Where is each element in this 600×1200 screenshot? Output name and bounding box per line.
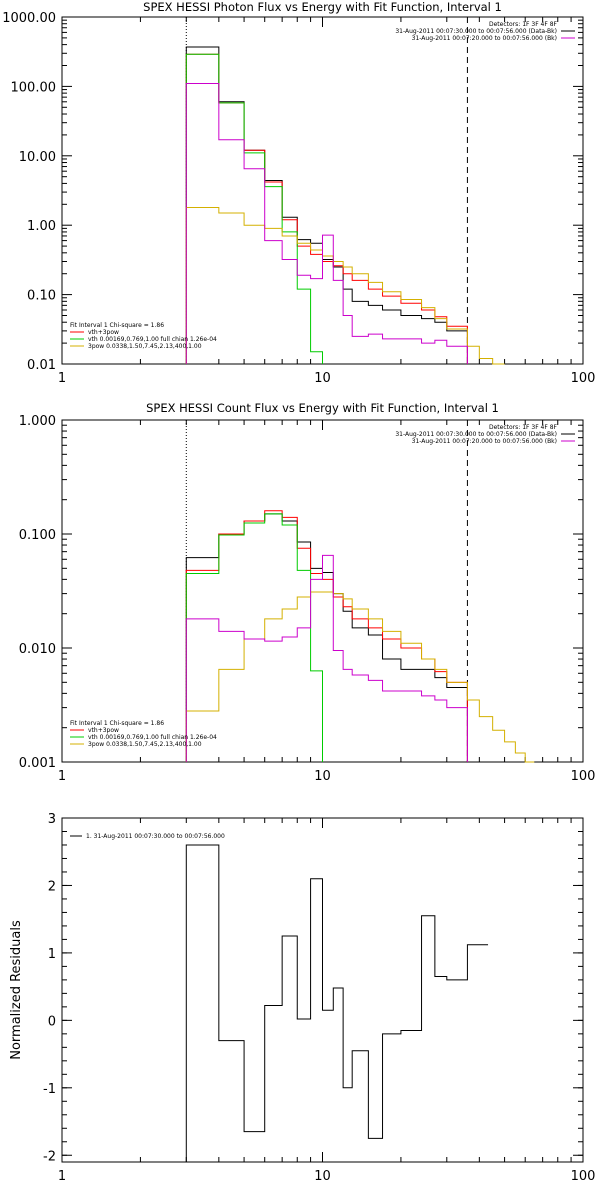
y-tick-label: 10.00 bbox=[19, 150, 56, 165]
legend-bottomleft-entry: vth 0.00169,0.769,1.00 full chian 1.26e-… bbox=[88, 336, 217, 343]
x-tick-label: 100 bbox=[571, 769, 596, 784]
y-tick-label: 100.00 bbox=[11, 80, 57, 95]
y-tick-label: 2 bbox=[48, 879, 56, 894]
chart-title: SPEX HESSI Photon Flux vs Energy with Fi… bbox=[143, 0, 502, 14]
series-1-histogram bbox=[185, 510, 468, 762]
x-tick-label: 100 bbox=[571, 1169, 596, 1184]
y-tick-label: 0.10 bbox=[27, 289, 56, 304]
y-tick-label: 1000.00 bbox=[2, 11, 56, 26]
y-tick-label: 0.01 bbox=[27, 358, 56, 373]
y-tick-label: 1 bbox=[48, 947, 56, 962]
x-tick-label: 1 bbox=[58, 1169, 66, 1184]
y-tick-label: 0.010 bbox=[19, 642, 56, 657]
legend-bottomleft-entry: vth+3pow bbox=[88, 329, 119, 336]
series-2-histogram bbox=[185, 53, 323, 364]
legend-topright-entry: 31-Aug-2011 00:07:20.000 to 00:07:56.000… bbox=[412, 438, 557, 445]
legend-bottomleft-entry: Fit Interval 1 Chi-square = 1.86 bbox=[70, 720, 164, 727]
y-tick-label: 1.00 bbox=[27, 219, 56, 234]
x-tick-label: 10 bbox=[314, 769, 331, 784]
legend-topright-entry: Detectors: 1F 3F 4F 8F bbox=[489, 21, 558, 28]
legend-topright-entry: 31-Aug-2011 00:07:20.000 to 00:07:56.000… bbox=[412, 35, 557, 42]
x-tick-label: 10 bbox=[314, 371, 331, 386]
x-tick-label: 100 bbox=[571, 371, 596, 386]
count-flux-panel: SPEX HESSI Count Flux vs Energy with Fit… bbox=[19, 401, 596, 784]
photon-flux-panel: SPEX HESSI Photon Flux vs Energy with Fi… bbox=[2, 0, 595, 386]
y-tick-label: 0 bbox=[48, 1014, 56, 1029]
y-tick-label: 0.100 bbox=[19, 528, 56, 543]
legend-bottomleft-entry: vth 0.00169,0.769,1.00 full chian 1.26e-… bbox=[88, 734, 217, 741]
y-tick-label: -2 bbox=[43, 1149, 56, 1164]
series-2-histogram bbox=[185, 513, 323, 762]
chart-title: SPEX HESSI Count Flux vs Energy with Fit… bbox=[146, 401, 499, 415]
y-tick-label: 1.000 bbox=[19, 414, 56, 429]
y-tick-label: 3 bbox=[48, 812, 56, 827]
legend-bottomleft-entry: Fit Interval 1 Chi-square = 1.86 bbox=[70, 322, 164, 329]
plot-frame bbox=[61, 16, 584, 365]
legend-bottomleft-entry: 3pow 0.0338,1.50,7.45,2.13,400,1.00 bbox=[88, 741, 202, 748]
legend-bottomleft-entry: vth+3pow bbox=[88, 727, 119, 734]
legend-topright-entry: 31-Aug-2011 00:07:30.000 to 00:07:56.000… bbox=[395, 431, 557, 438]
residuals-panel: Normalized Residuals 1 10 100 -2 -1 0 1 2 3 1. 31-… bbox=[9, 812, 595, 1184]
legend-topright-entry: Detectors: 1F 3F 4F 8F bbox=[489, 424, 558, 431]
y-tick-label: 0.001 bbox=[19, 756, 56, 771]
series-3-histogram bbox=[185, 206, 505, 365]
y-tick-label: -1 bbox=[43, 1082, 56, 1097]
legend-bottomleft-entry: 3pow 0.0338,1.50,7.45,2.13,400,1.00 bbox=[88, 343, 202, 350]
series-3-histogram bbox=[185, 591, 535, 763]
x-tick-label: 1 bbox=[58, 769, 66, 784]
series-1-histogram bbox=[185, 53, 468, 364]
series-0-histogram bbox=[185, 513, 468, 762]
y-axis-label: Normalized Residuals bbox=[9, 920, 24, 1060]
series-4-histogram bbox=[185, 83, 468, 364]
legend-topright-entry: 31-Aug-2011 00:07:30.000 to 00:07:56.000… bbox=[395, 28, 557, 35]
legend-topleft-entry: 1. 31-Aug-2011 00:07:30.000 to 00:07:56.… bbox=[86, 833, 225, 840]
series-4-histogram bbox=[185, 554, 468, 762]
series-0-histogram bbox=[185, 844, 489, 1162]
x-tick-label: 10 bbox=[314, 1169, 331, 1184]
x-tick-label: 1 bbox=[58, 371, 66, 386]
series-0-histogram bbox=[185, 46, 468, 364]
